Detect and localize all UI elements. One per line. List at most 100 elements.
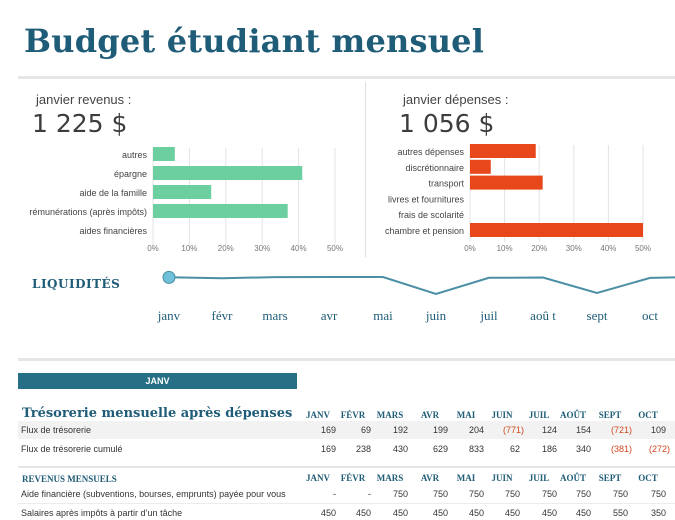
bar (470, 144, 536, 158)
bar-category-label: autres (122, 150, 148, 160)
table-cell[interactable]: 350 (650, 508, 666, 518)
table-cell[interactable]: 340 (575, 444, 591, 454)
month-label[interactable]: avr (321, 308, 338, 323)
table-cell[interactable]: 450 (575, 508, 591, 518)
table-cell[interactable]: 169 (320, 425, 336, 435)
column-header: FÉVR (340, 473, 366, 483)
table-row: Aide financière (subventions, bourses, e… (18, 485, 675, 503)
bar (153, 204, 288, 218)
tick-label: 40% (600, 244, 616, 253)
table-cell[interactable]: (721) (610, 425, 632, 435)
table-cell[interactable]: 109 (650, 425, 666, 435)
table-cell[interactable]: 169 (320, 444, 336, 454)
month-label[interactable]: janv (157, 308, 181, 323)
bar-category-label: rémunérations (après impôts) (29, 207, 147, 217)
month-label[interactable]: juin (425, 308, 447, 323)
table-cell[interactable]: 238 (355, 444, 371, 454)
table-cell[interactable]: 450 (468, 508, 484, 518)
revenues-title: REVENUS MENSUELS (22, 474, 117, 484)
table-cell[interactable]: 750 (612, 489, 628, 499)
table-cell[interactable]: 450 (392, 508, 408, 518)
tick-label: 20% (531, 244, 547, 253)
table-row: Flux de trésorerie cumulé 169 238 430 629 833… (18, 440, 675, 458)
table-row: Salaires après impôts à partir d’un tâch… (18, 504, 675, 520)
column-header: FÉVR (340, 410, 366, 420)
month-label[interactable]: oct (642, 308, 658, 323)
month-selector[interactable]: JANV (18, 373, 297, 389)
divider (18, 466, 675, 468)
liquidity-line-chart[interactable]: janv févr mars avr mai juin juil aoû t sept oct (0, 262, 675, 332)
income-bar-chart: autres épargne aide de la famille rémunérat… (29, 147, 343, 253)
table-cell[interactable]: (381) (610, 444, 632, 454)
column-header: MAI (456, 473, 476, 483)
column-header: MARS (376, 410, 404, 420)
month-label[interactable]: aoû t (530, 308, 556, 323)
column-header: AOÛT (559, 473, 586, 483)
bar-category-label: épargne (114, 169, 147, 179)
table-cell[interactable]: 750 (650, 489, 666, 499)
month-label[interactable]: sept (587, 308, 608, 323)
table-cell[interactable]: 204 (468, 425, 484, 435)
tick-label: 0% (464, 244, 476, 253)
bar-category-label: chambre et pension (385, 226, 464, 236)
income-panel: janvier revenus : 1 225 $ autres épargne a… (18, 82, 360, 257)
row-label: Flux de trésorerie (21, 425, 92, 435)
table-cell[interactable]: - (368, 489, 371, 499)
bar (153, 147, 175, 161)
column-header: MARS (376, 473, 404, 483)
table-row: Flux de trésorerie 169 69 192 199 204 (771) 124… (18, 421, 675, 439)
tick-label: 10% (497, 244, 513, 253)
month-label[interactable]: mars (262, 308, 287, 323)
bar-category-label: aide de la famille (79, 188, 147, 198)
table-cell[interactable]: 450 (504, 508, 520, 518)
month-label[interactable]: mai (373, 308, 393, 323)
table-cell[interactable]: 750 (392, 489, 408, 499)
bar (470, 175, 543, 190)
table-cell[interactable]: 750 (575, 489, 591, 499)
bar-category-label: autres dépenses (397, 147, 464, 157)
table-cell[interactable]: - (333, 489, 336, 499)
bar-category-label: transport (428, 179, 464, 189)
column-header: JUIN (491, 473, 513, 483)
table-cell[interactable]: 450 (355, 508, 371, 518)
table-cell[interactable]: 124 (541, 425, 557, 435)
liquidity-title: LIQUIDITÉS (32, 277, 121, 291)
month-label[interactable]: juil (479, 308, 498, 323)
bar-category-label: livres et fournitures (388, 194, 465, 204)
treasury-title: Trésorerie mensuelle après dépenses (22, 406, 293, 421)
column-header: AVR (420, 473, 440, 483)
tick-label: 0% (147, 244, 159, 253)
bar (153, 166, 303, 180)
table-cell[interactable]: 750 (468, 489, 484, 499)
table-cell[interactable]: 450 (320, 508, 336, 518)
bar-category-label: frais de scolarité (398, 210, 464, 220)
table-cell[interactable]: (272) (648, 444, 670, 454)
table-cell[interactable]: 750 (432, 489, 448, 499)
column-header: SEPT (598, 473, 622, 483)
table-cell[interactable]: (771) (502, 425, 524, 435)
table-cell[interactable]: 450 (541, 508, 557, 518)
table-cell[interactable]: 450 (432, 508, 448, 518)
table-cell[interactable]: 833 (468, 444, 484, 454)
tick-label: 30% (254, 244, 270, 253)
table-cell[interactable]: 186 (541, 444, 557, 454)
table-cell[interactable]: 550 (612, 508, 628, 518)
divider (18, 358, 675, 361)
table-cell[interactable]: 154 (575, 425, 591, 435)
bar-category-label: aides financières (79, 226, 147, 236)
table-cell[interactable]: 750 (504, 489, 520, 499)
table-cell[interactable]: 199 (432, 425, 448, 435)
column-header: OCT (638, 473, 658, 483)
expense-amount: 1 056 $ (399, 109, 495, 138)
table-cell[interactable]: 69 (360, 425, 371, 435)
column-header: JUIN (491, 410, 513, 420)
table-cell[interactable]: 750 (541, 489, 557, 499)
expense-bar-chart: autres dépenses discrétionnaire transport l… (385, 144, 651, 253)
row-divider (18, 503, 675, 504)
month-label[interactable]: févr (212, 308, 234, 323)
table-cell[interactable]: 62 (509, 444, 520, 454)
table-cell[interactable]: 629 (432, 444, 448, 454)
table-cell[interactable]: 192 (392, 425, 408, 435)
table-cell[interactable]: 430 (392, 444, 408, 454)
column-header: AOÛT (559, 410, 586, 420)
